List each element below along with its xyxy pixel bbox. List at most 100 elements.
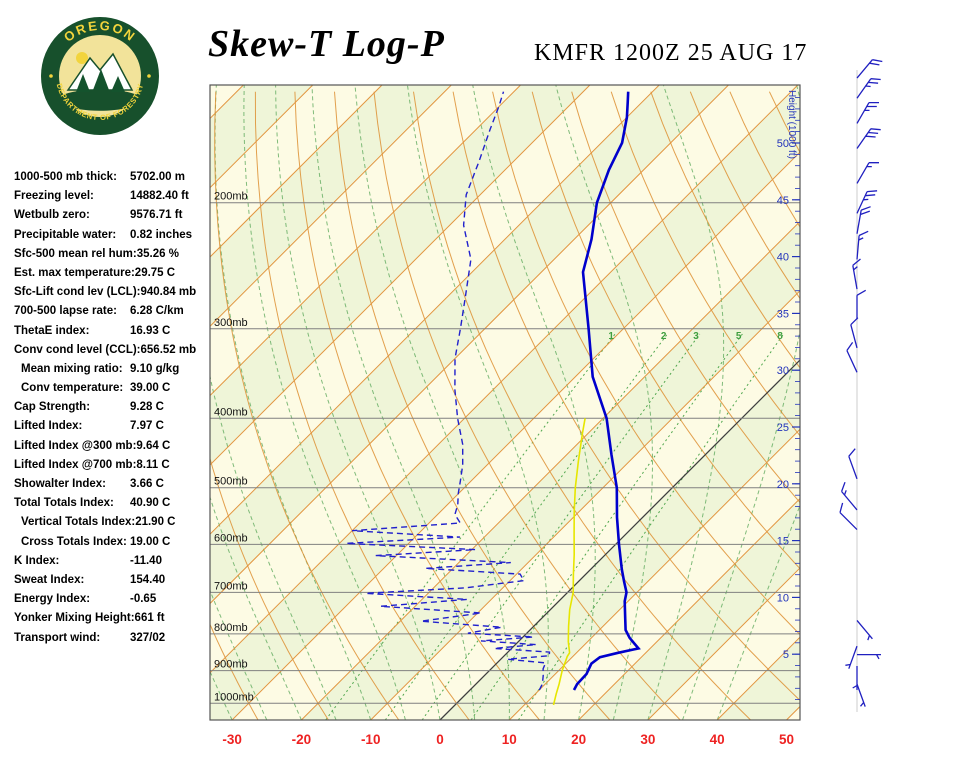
svg-text:40: 40	[710, 732, 725, 747]
index-value: -0.65	[130, 593, 157, 606]
index-value: 6.28 C/km	[130, 305, 184, 318]
svg-text:2: 2	[661, 331, 667, 342]
logo-dot-left	[49, 74, 53, 78]
wind-barbs	[839, 59, 883, 712]
index-label: 700-500 lapse rate:	[14, 305, 117, 318]
index-value: 8.11 C	[136, 458, 170, 471]
sounding-profiles	[346, 91, 641, 706]
index-row: Cross Totals Index: 19.00 C	[14, 533, 214, 552]
svg-text:20: 20	[571, 732, 586, 747]
index-label: Showalter Index:	[14, 478, 107, 490]
tree-icon	[111, 76, 125, 92]
index-label: Vertical Totals Index:	[21, 516, 136, 529]
chart-border	[209, 84, 801, 721]
index-label: Lifted Index @700 mb:	[14, 458, 137, 471]
temp-axis-labels: -30 -20 -10 0 10 20 30 40 50	[222, 732, 794, 747]
index-value: -11.40	[130, 554, 162, 567]
svg-text:50: 50	[777, 138, 789, 150]
isobars: 200mb 300mb 400mb 500mb 600mb 700mb 800mb 900mb…	[210, 191, 800, 704]
index-label: Sfc-500 mean rel hum:	[14, 247, 137, 260]
index-row: Lifted Index @700 mb:8.11 C	[14, 456, 214, 475]
index-label: Wetbulb zero:	[14, 209, 90, 222]
index-row: Showalter Index: 3.66 C	[14, 475, 214, 494]
index-label: Mean mixing ratio:	[21, 362, 123, 375]
index-label: Freezing level:	[14, 190, 94, 203]
index-row: Yonker Mixing Height:661 ft	[14, 609, 214, 628]
station-datetime: KMFR 1200Z 25 AUG 17	[534, 40, 808, 66]
index-label: Precipitable water:	[14, 228, 117, 241]
svg-text:-30: -30	[222, 732, 242, 747]
index-row: Vertical Totals Index:21.90 C	[14, 513, 214, 532]
index-row: Lifted Index @300 mb:9.64 C	[14, 437, 214, 456]
index-value: 40.90 C	[130, 497, 171, 510]
svg-text:30: 30	[777, 365, 789, 377]
index-row: Transport wind: 327/02	[14, 629, 214, 648]
index-row: ThetaE index: 16.93 C	[14, 322, 214, 341]
index-label: Cap Strength:	[14, 401, 91, 414]
dewpoint-profile-line	[346, 91, 551, 691]
index-value: 9.28 C	[130, 401, 164, 414]
index-value: 3.66 C	[130, 478, 164, 490]
index-row: Sfc-500 mean rel hum:35.26 %	[14, 245, 214, 264]
index-value: 21.90 C	[135, 516, 176, 529]
svg-text:300mb: 300mb	[214, 317, 248, 329]
index-value: 16.93 C	[130, 324, 171, 337]
index-label: Sweat Index:	[14, 573, 85, 586]
svg-text:35: 35	[777, 308, 789, 320]
index-row: Conv temperature: 39.00 C	[14, 379, 214, 398]
svg-text:-10: -10	[361, 732, 381, 747]
index-value: 940.84 mb	[140, 286, 197, 299]
svg-text:700mb: 700mb	[214, 580, 248, 592]
index-row: Wetbulb zero: 9576.71 ft	[14, 206, 214, 225]
svg-text:800mb: 800mb	[214, 622, 248, 634]
index-row: Total Totals Index: 40.90 C	[14, 494, 214, 513]
index-row: K Index: -11.40	[14, 552, 214, 571]
index-row: Energy Index: -0.65	[14, 590, 214, 609]
svg-text:5: 5	[736, 331, 742, 342]
logo-dot-right	[147, 74, 151, 78]
index-value: 327/02	[130, 631, 166, 644]
svg-text:45: 45	[777, 195, 789, 207]
index-value: 7.97 C	[130, 420, 164, 433]
index-value: 9.64 C	[136, 439, 171, 452]
svg-text:25: 25	[777, 422, 789, 434]
forest-ground-icon	[60, 89, 140, 111]
svg-text:20: 20	[777, 479, 789, 491]
wetbulb-profile-line	[552, 418, 586, 706]
index-label: ThetaE index:	[14, 324, 90, 337]
index-label: Sfc-Lift cond lev (LCL):	[14, 286, 141, 299]
svg-text:500mb: 500mb	[214, 476, 248, 488]
index-label: Est. max temperature:	[14, 266, 135, 279]
index-label: Conv temperature:	[21, 382, 124, 395]
svg-text:8: 8	[777, 331, 783, 342]
chart-field	[210, 85, 800, 720]
svg-text:15: 15	[777, 536, 789, 548]
svg-text:900mb: 900mb	[214, 659, 248, 671]
svg-text:1: 1	[608, 331, 614, 342]
index-label: K Index:	[14, 554, 60, 567]
svg-text:0: 0	[436, 732, 444, 747]
index-label: Lifted Index:	[14, 420, 83, 433]
svg-text:10: 10	[777, 592, 789, 604]
index-value: 29.75 C	[134, 266, 176, 279]
index-value: 19.00 C	[130, 535, 171, 548]
svg-text:50: 50	[779, 732, 794, 747]
svg-text:40: 40	[777, 252, 789, 264]
index-value: 661 ft	[134, 612, 165, 625]
index-label: Cross Totals Index:	[21, 535, 127, 548]
index-row: Lifted Index: 7.97 C	[14, 417, 214, 436]
index-row: Mean mixing ratio: 9.10 g/kg	[14, 360, 214, 379]
svg-text:200mb: 200mb	[214, 191, 248, 203]
page-title: Skew-T Log-P	[208, 23, 445, 65]
index-label: Energy Index:	[14, 593, 91, 606]
index-label: Transport wind:	[14, 631, 101, 644]
index-value: 35.26 %	[136, 247, 179, 260]
svg-text:-20: -20	[292, 732, 312, 747]
index-row: Cap Strength: 9.28 C	[14, 398, 214, 417]
index-label: Total Totals Index:	[14, 497, 114, 510]
svg-text:1000mb: 1000mb	[214, 691, 254, 703]
index-value: 14882.40 ft	[130, 190, 189, 203]
index-label: 1000-500 mb thick:	[14, 171, 117, 183]
temperature-profile-line	[572, 91, 641, 691]
